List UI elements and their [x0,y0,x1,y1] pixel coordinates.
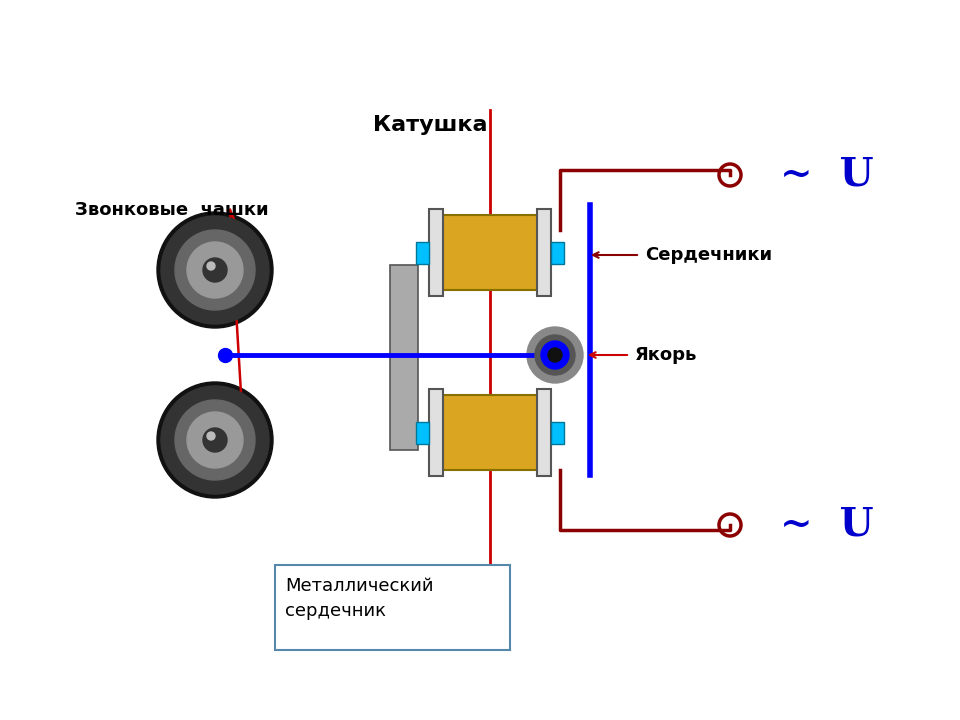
Circle shape [207,432,215,440]
Circle shape [535,335,575,375]
Bar [275,565,510,650]
Circle shape [157,382,273,498]
Bar [443,395,538,470]
Text: ~  U: ~ U [780,156,874,194]
Bar [390,265,418,450]
Circle shape [161,386,269,494]
Bar [416,422,429,444]
Circle shape [187,242,243,298]
Text: Якорь: Якорь [635,346,697,364]
Circle shape [175,400,255,480]
Text: Звонковые  чашки: Звонковые чашки [75,201,269,219]
Bar [429,209,443,296]
Bar [416,242,429,264]
Bar [551,422,564,444]
Bar [537,389,551,476]
Bar [537,209,551,296]
Bar [551,242,564,264]
Circle shape [203,258,227,282]
Circle shape [203,428,227,452]
Circle shape [175,230,255,310]
Bar [443,215,538,290]
Text: Сердечники: Сердечники [645,246,772,264]
Text: Металлический
сердечник: Металлический сердечник [285,577,434,620]
Circle shape [527,327,583,383]
Bar [429,389,443,476]
Circle shape [548,348,562,362]
Circle shape [161,216,269,324]
Circle shape [187,412,243,468]
Circle shape [157,212,273,328]
Circle shape [207,262,215,270]
Text: ~  U: ~ U [780,506,874,544]
Circle shape [541,341,569,369]
Text: Катушка: Катушка [372,115,488,135]
